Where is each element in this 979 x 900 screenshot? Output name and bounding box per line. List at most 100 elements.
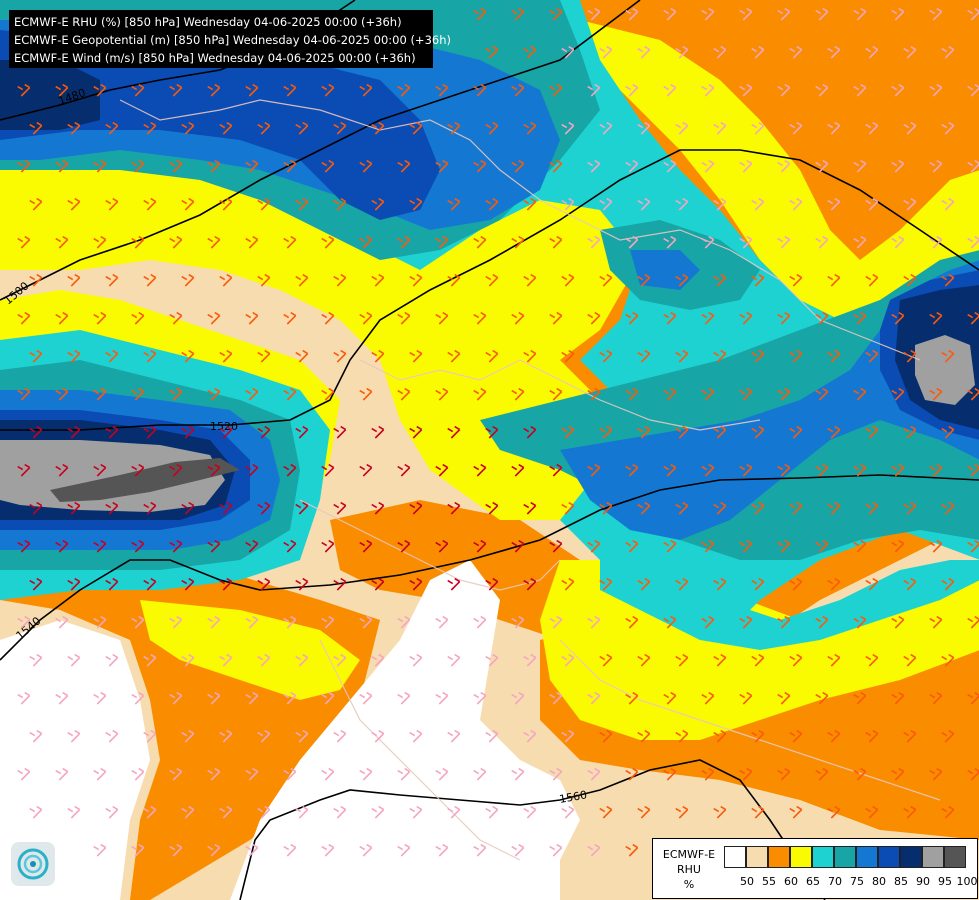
wind-barb — [105, 653, 119, 667]
wind-barb — [409, 121, 423, 135]
wind-barb — [599, 577, 613, 591]
wind-barb — [219, 121, 233, 135]
wind-barb — [67, 349, 81, 363]
wind-barb — [29, 805, 43, 819]
wind-barb — [853, 83, 867, 97]
wind-barb — [93, 235, 107, 249]
wind-barb — [701, 387, 715, 401]
wind-barb — [67, 501, 81, 515]
wind-barb — [675, 653, 689, 667]
wind-barb — [587, 235, 601, 249]
wind-barb — [511, 159, 525, 173]
wind-barb — [105, 577, 119, 591]
wind-barb — [561, 501, 575, 515]
wind-barb — [625, 463, 639, 477]
wind-barb — [485, 805, 499, 819]
legend-tick: 70 — [828, 875, 842, 888]
wind-barb — [865, 425, 879, 439]
legend-tick: 75 — [850, 875, 864, 888]
wind-barb — [941, 425, 955, 439]
wind-barb — [333, 577, 347, 591]
legend-tick: 50 — [740, 875, 754, 888]
wind-barb — [549, 235, 563, 249]
wind-barb — [321, 615, 335, 629]
wind-barb — [827, 349, 841, 363]
wind-barb — [485, 45, 499, 59]
wind-barb — [181, 653, 195, 667]
wind-barb — [245, 311, 259, 325]
wind-barb — [903, 349, 917, 363]
wind-barb — [815, 387, 829, 401]
wind-barb — [511, 463, 525, 477]
wind-barb — [321, 691, 335, 705]
wind-barb — [333, 501, 347, 515]
wind-barb — [815, 311, 829, 325]
wind-barb — [789, 577, 803, 591]
wind-barb — [739, 7, 753, 21]
wind-barb — [637, 349, 651, 363]
wind-barb — [929, 235, 943, 249]
wind-barb — [219, 729, 233, 743]
wind-barb — [815, 539, 829, 553]
wind-barb — [853, 311, 867, 325]
wind-barb — [219, 577, 233, 591]
wind-barb — [207, 615, 221, 629]
wind-barb — [929, 463, 943, 477]
wind-barb — [713, 273, 727, 287]
wind-barb — [789, 273, 803, 287]
wind-barb — [777, 159, 791, 173]
wind-barb — [295, 425, 309, 439]
wind-barb — [435, 463, 449, 477]
wind-barb — [891, 387, 905, 401]
wind-barb — [131, 615, 145, 629]
wind-barb — [853, 7, 867, 21]
wind-barb — [105, 197, 119, 211]
wind-barb — [523, 805, 537, 819]
wind-barb — [815, 83, 829, 97]
wind-barb — [865, 501, 879, 515]
wind-barb — [169, 463, 183, 477]
wind-barb — [207, 159, 221, 173]
wind-barb — [473, 311, 487, 325]
wind-barb — [447, 501, 461, 515]
wind-barb — [827, 729, 841, 743]
wind-barb — [473, 539, 487, 553]
wind-barb — [207, 387, 221, 401]
legend-variable: RHU — [677, 863, 701, 876]
wind-barb — [295, 577, 309, 591]
wind-barb — [903, 501, 917, 515]
wind-barb — [245, 83, 259, 97]
wind-barb — [409, 273, 423, 287]
legend-swatch — [790, 846, 812, 868]
wind-barb — [891, 159, 905, 173]
wind-barb — [55, 235, 69, 249]
wind-barb — [207, 539, 221, 553]
wind-barb — [941, 501, 955, 515]
wind-barb — [169, 843, 183, 857]
wind-barb — [485, 729, 499, 743]
wind-barb — [637, 501, 651, 515]
wind-barb — [549, 691, 563, 705]
wind-barb — [473, 159, 487, 173]
wind-barb — [283, 463, 297, 477]
wind-barb — [827, 501, 841, 515]
wind-barb — [359, 463, 373, 477]
wind-barb — [599, 45, 613, 59]
wind-barb — [219, 653, 233, 667]
wind-barb — [675, 425, 689, 439]
wind-barb — [625, 691, 639, 705]
wind-barb — [511, 83, 525, 97]
wind-barb — [637, 805, 651, 819]
wind-barb — [625, 387, 639, 401]
wind-barb — [663, 539, 677, 553]
wind-barb — [739, 691, 753, 705]
wind-barb — [587, 767, 601, 781]
wind-barb — [701, 463, 715, 477]
wind-barb — [397, 235, 411, 249]
wind-barb — [929, 83, 943, 97]
wind-barb — [371, 805, 385, 819]
wind-barb — [359, 691, 373, 705]
wind-barb — [29, 273, 43, 287]
wind-barb — [815, 767, 829, 781]
wind-barb — [207, 83, 221, 97]
